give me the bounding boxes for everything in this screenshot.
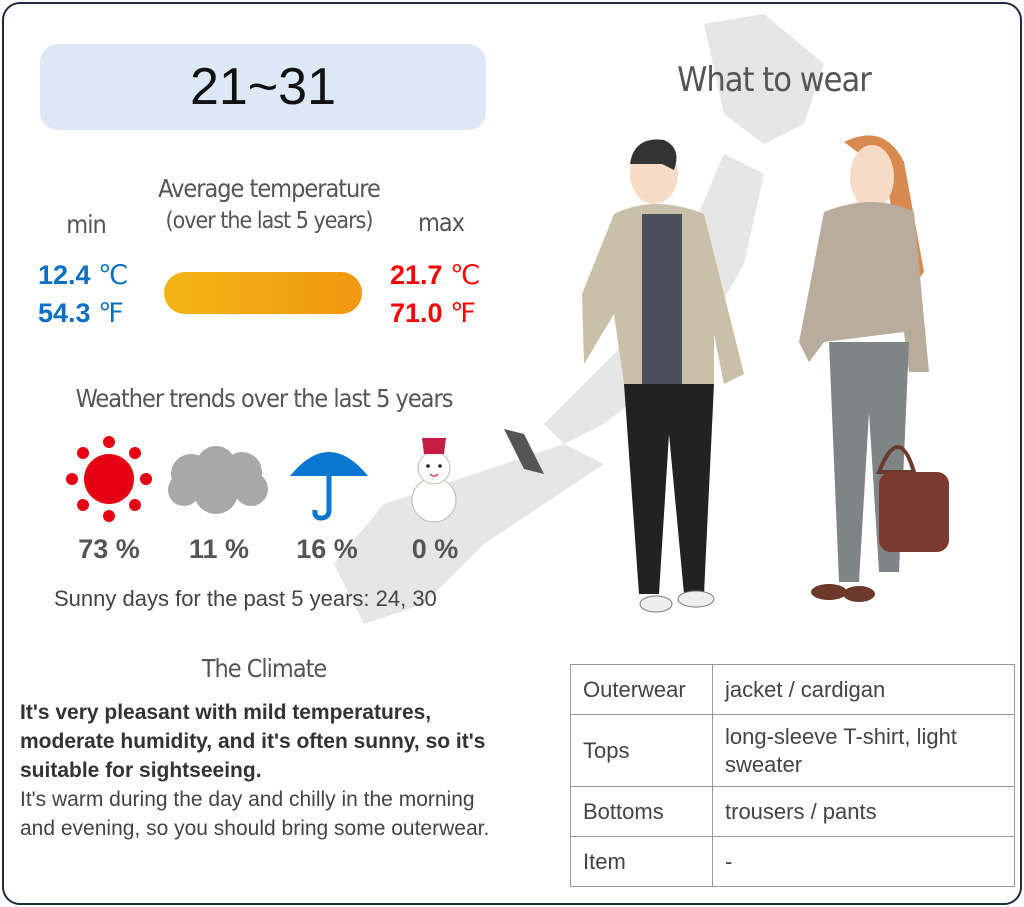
trends-title: Weather trends over the last 5 years (75, 384, 454, 413)
what-to-wear-title: What to wear (677, 60, 872, 100)
celsius-unit: ℃ (450, 260, 481, 290)
value-cell: jacket / cardigan (712, 664, 1015, 715)
value-cell: trousers / pants (712, 786, 1015, 837)
sunny-days-text: Sunny days for the past 5 years: 24, 30 (54, 586, 437, 611)
man-illustration (582, 139, 744, 613)
snowman-icon (411, 438, 457, 523)
climate-summary: It's very pleasant with mild temperature… (20, 701, 486, 782)
table-row: Bottoms trousers / pants (570, 786, 1015, 837)
fahrenheit-unit: ℉ (98, 298, 124, 328)
umbrella-icon (290, 452, 368, 521)
category-cell: Outerwear (570, 664, 713, 715)
woman-illustration (799, 135, 949, 602)
clothing-table: Outerwear jacket / cardigan Tops long-slee… (570, 664, 1015, 887)
fahrenheit-unit: ℉ (450, 298, 476, 328)
sun-icon (66, 436, 152, 522)
snowy-percent: 0 % (411, 534, 459, 564)
table-row: Item - (570, 836, 1015, 887)
max-temperature: 21.7 ℃ 71.0 ℉ (390, 256, 480, 332)
cloudy-percent: 11 % (188, 534, 250, 564)
value-cell: long-sleeve T-shirt, light sweater (712, 714, 1015, 787)
climate-description: It's very pleasant with mild temperature… (20, 698, 500, 843)
sunny-percent: 73 % (78, 534, 140, 564)
max-celsius: 21.7 (390, 260, 443, 290)
cloud-icon (168, 446, 268, 514)
category-cell: Item (570, 836, 713, 887)
category-cell: Bottoms (570, 786, 713, 837)
min-celsius: 12.4 (38, 260, 91, 290)
japan-map-background (334, 14, 824, 624)
max-fahrenheit: 71.0 (390, 298, 443, 328)
min-fahrenheit: 54.3 (38, 298, 91, 328)
climate-detail: It's warm during the day and chilly in t… (20, 788, 490, 840)
celsius-unit: ℃ (98, 260, 129, 290)
table-row: Outerwear jacket / cardigan (570, 664, 1015, 715)
temperature-range: 21~31 (40, 44, 486, 130)
min-label: min (66, 210, 106, 239)
average-temperature-title: Average temperature (158, 174, 381, 203)
temperature-gradient-bar (164, 272, 362, 314)
min-temperature: 12.4 ℃ 54.3 ℉ (38, 256, 128, 332)
category-cell: Tops (570, 714, 713, 787)
climate-title: The Climate (201, 654, 328, 683)
average-temperature-subtitle: (over the last 5 years) (165, 208, 374, 234)
table-row: Tops long-sleeve T-shirt, light sweater (570, 714, 1015, 787)
value-cell: - (712, 836, 1015, 887)
rainy-percent: 16 % (296, 534, 358, 564)
max-label: max (418, 208, 465, 237)
